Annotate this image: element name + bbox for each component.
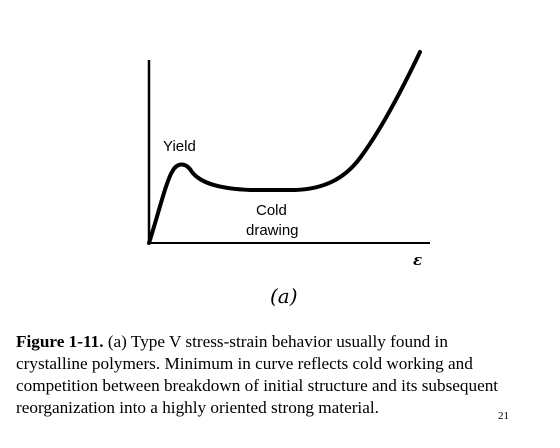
yield-label: Yield xyxy=(163,138,196,155)
page-number: 21 xyxy=(498,410,509,422)
caption-line-1: Figure 1-11. (a) Type V stress-strain be… xyxy=(16,331,546,353)
caption-line-1-text: (a) Type V stress-strain behavior usuall… xyxy=(103,332,448,351)
figure-caption: Figure 1-11. (a) Type V stress-strain be… xyxy=(16,331,546,419)
caption-line-3: competition between breakdown of initial… xyxy=(16,376,499,395)
figure-number: Figure 1-11. xyxy=(16,332,104,351)
caption-line-2: crystalline polymers. Minimum in curve r… xyxy=(16,354,473,373)
x-axis-symbol: ε xyxy=(413,251,422,269)
stress-strain-figure: Yield Cold drawing ε (a) xyxy=(147,50,430,308)
stress-strain-curve xyxy=(147,50,422,245)
cold-label: Cold xyxy=(256,202,287,219)
panel-label: (a) xyxy=(270,284,298,308)
caption-line-4: reorganization into a highly oriented st… xyxy=(16,398,379,417)
drawing-label: drawing xyxy=(246,222,299,239)
